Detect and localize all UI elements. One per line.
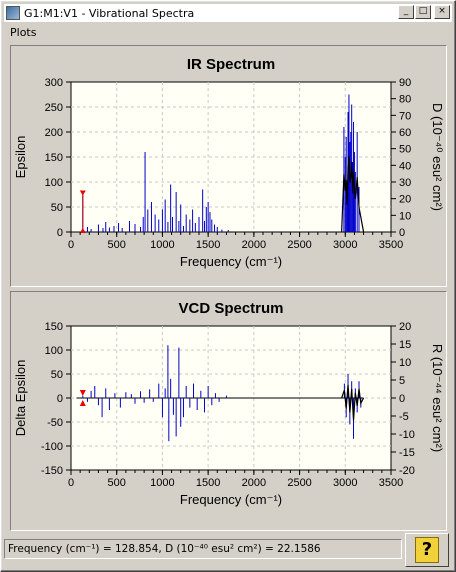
- help-button[interactable]: ?: [405, 533, 449, 567]
- y-tick-label: -150: [41, 465, 63, 477]
- x-tick-label: 2500: [287, 239, 311, 251]
- maximize-button[interactable]: □: [415, 5, 431, 19]
- x-tick-label: 500: [108, 239, 126, 251]
- menu-bar: Plots: [4, 23, 452, 41]
- x-tick-label: 2000: [242, 477, 266, 489]
- y-tick-label: 300: [45, 77, 63, 89]
- y-axis-label: Delta Epsilon: [13, 360, 28, 437]
- cursor-marker-bottom: [79, 400, 86, 406]
- y-axis-label: Epsilon: [13, 136, 28, 179]
- y-tick-label: 100: [45, 345, 63, 357]
- window-controls: _ □ ×: [397, 5, 450, 19]
- x-tick-label: 1000: [150, 239, 174, 251]
- chart-title: VCD Spectrum: [178, 300, 283, 317]
- y-tick-label: 150: [45, 321, 63, 333]
- x-tick-label: 3000: [333, 477, 357, 489]
- x-axis-label: Frequency (cm⁻¹): [180, 254, 282, 269]
- x-tick-label: 1000: [150, 477, 174, 489]
- x-tick-label: 1500: [196, 477, 220, 489]
- ir-spectrum-panel: IR Spectrum 0 500 1000 1500 2000 2500 3000 3500 0…: [10, 45, 447, 287]
- x-tick-label: 0: [68, 239, 74, 251]
- cursor-marker-top: [79, 390, 86, 396]
- spectrum-envelope: [341, 156, 365, 233]
- y-tick-label: 50: [51, 369, 63, 381]
- cursor-marker-bottom: [79, 228, 86, 233]
- spectrum-envelope: [341, 384, 365, 421]
- window-title: G1:M1:V1 - Vibrational Spectra: [24, 6, 195, 20]
- x-tick-label: 3000: [333, 239, 357, 251]
- status-bar: Frequency (cm⁻¹) = 128.854, D (10⁻⁴⁰ esu…: [4, 539, 402, 559]
- y2-tick-label: -10: [399, 429, 415, 441]
- y-tick-label: 200: [45, 127, 63, 139]
- x-tick-label: 2000: [242, 239, 266, 251]
- minimize-button[interactable]: _: [398, 5, 414, 19]
- y2-tick-label: 20: [399, 321, 411, 333]
- x-tick-label: 1500: [196, 239, 220, 251]
- y2-tick-label: 30: [399, 177, 411, 189]
- y2-tick-label: 0: [399, 393, 405, 405]
- help-icon: ?: [415, 537, 439, 563]
- y-tick-label: -50: [47, 417, 63, 429]
- y2-tick-label: -20: [399, 465, 415, 477]
- x-tick-label: 500: [108, 477, 126, 489]
- y2-tick-label: -15: [399, 447, 415, 459]
- x-tick-label: 0: [68, 477, 74, 489]
- y2-tick-label: 10: [399, 210, 411, 222]
- y2-tick-label: 50: [399, 144, 411, 156]
- x-tick-label: 3500: [379, 239, 403, 251]
- y2-tick-label: 20: [399, 194, 411, 206]
- x-tick-label: 3500: [379, 477, 403, 489]
- y2-tick-label: -5: [399, 411, 409, 423]
- y2-tick-label: 40: [399, 160, 411, 172]
- y-tick-label: 0: [57, 227, 63, 239]
- close-button[interactable]: ×: [434, 5, 450, 19]
- y-tick-label: -100: [41, 441, 63, 453]
- y2-tick-label: 70: [399, 110, 411, 122]
- y2-tick-label: 15: [399, 339, 411, 351]
- cursor-marker-top: [79, 190, 86, 196]
- y2-axis-label: R (10⁻⁴⁴ esu² cm²): [430, 344, 445, 452]
- vcd-spectrum-panel: VCD Spectrum 0 500 1000 1500 2000 2500 3000 3500…: [10, 291, 447, 531]
- y-tick-label: 100: [45, 177, 63, 189]
- y-tick-label: 250: [45, 102, 63, 114]
- chart-title: IR Spectrum: [187, 56, 275, 73]
- y2-tick-label: 60: [399, 127, 411, 139]
- menu-plots[interactable]: Plots: [10, 25, 37, 39]
- x-tick-label: 2500: [287, 477, 311, 489]
- title-bar[interactable]: G1:M1:V1 - Vibrational Spectra _ □ ×: [4, 4, 452, 22]
- y2-tick-label: 5: [399, 375, 405, 387]
- y-tick-label: 50: [51, 202, 63, 214]
- y-tick-label: 150: [45, 152, 63, 164]
- y-tick-label: 0: [57, 393, 63, 405]
- x-axis-label: Frequency (cm⁻¹): [180, 492, 282, 507]
- y2-tick-label: 90: [399, 77, 411, 89]
- spectrum-app-icon: [6, 6, 20, 20]
- y2-tick-label: 10: [399, 357, 411, 369]
- y2-axis-label: D (10⁻⁴⁰ esu² cm²): [430, 103, 445, 211]
- y2-tick-label: 80: [399, 94, 411, 106]
- y2-tick-label: 0: [399, 227, 405, 239]
